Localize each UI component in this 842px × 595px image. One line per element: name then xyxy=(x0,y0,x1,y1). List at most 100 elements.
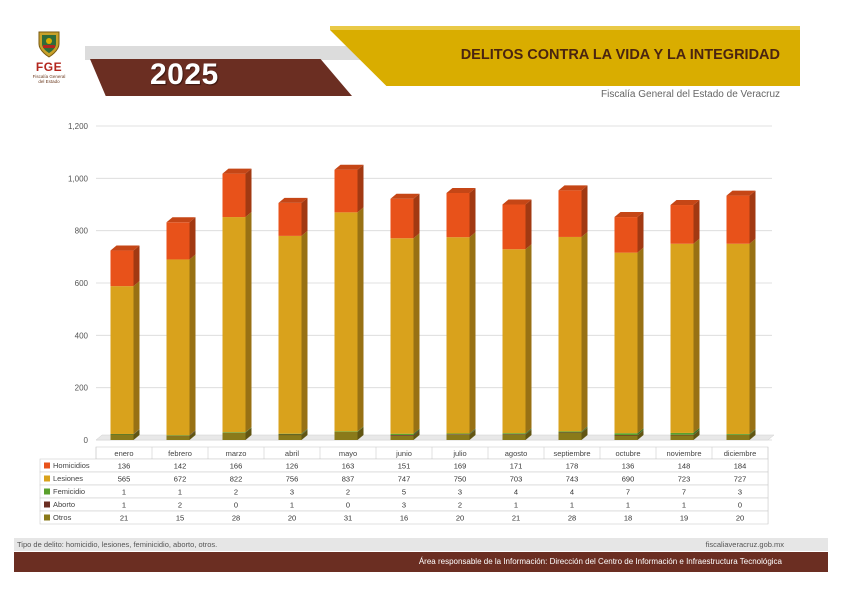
x-tick-label: noviembre xyxy=(666,449,701,458)
data-label: 28 xyxy=(568,514,576,523)
bar-segment xyxy=(614,217,638,253)
bar-segment xyxy=(558,432,582,440)
data-label: 1 xyxy=(682,501,686,510)
data-label: 756 xyxy=(286,475,299,484)
year-banner xyxy=(90,59,352,96)
bar-segment-side xyxy=(301,429,308,440)
bar-segment xyxy=(446,237,470,434)
data-label: 3 xyxy=(290,488,294,497)
bar-top xyxy=(278,197,308,203)
data-label: 136 xyxy=(118,462,131,471)
bar-segment xyxy=(278,202,302,236)
bar-segment-side xyxy=(357,426,364,440)
x-tick-label: diciembre xyxy=(724,449,757,458)
bar-segment xyxy=(278,235,302,434)
bar-top xyxy=(446,187,476,193)
bar-top xyxy=(334,164,364,170)
bar-segment xyxy=(614,435,638,436)
data-label: 2 xyxy=(178,501,182,510)
data-label: 4 xyxy=(570,488,574,497)
data-label: 142 xyxy=(174,462,187,471)
page-subtitle: Fiscalía General del Estado de Veracruz xyxy=(601,89,780,100)
y-tick-label: 400 xyxy=(75,331,89,340)
bar-segment xyxy=(278,434,302,436)
bar-segment-side xyxy=(749,238,756,434)
bar-segment-side xyxy=(469,429,476,440)
bar-segment xyxy=(614,435,638,440)
footer-website[interactable]: fiscaliaveracruz.gob.mx xyxy=(705,540,784,549)
data-label: 0 xyxy=(234,501,238,510)
data-label: 20 xyxy=(288,514,296,523)
data-label: 136 xyxy=(622,462,635,471)
bar-segment xyxy=(278,434,302,440)
x-tick-label: septiembre xyxy=(553,449,590,458)
bar-segment-side xyxy=(469,429,476,435)
bar-segment-side xyxy=(413,428,420,436)
data-label: 723 xyxy=(678,475,691,484)
data-label: 3 xyxy=(738,488,742,497)
x-tick-label: febrero xyxy=(168,449,192,458)
data-label: 750 xyxy=(454,475,467,484)
bar-segment-side xyxy=(133,429,140,440)
bar-segment xyxy=(222,432,246,433)
bar-segment-side xyxy=(693,427,700,435)
bar-segment xyxy=(670,243,694,433)
data-label: 171 xyxy=(510,462,523,471)
bar-segment-side xyxy=(525,199,532,250)
bar-segment-side xyxy=(357,426,364,432)
y-tick-label: 200 xyxy=(75,384,89,393)
header-grey-stripe xyxy=(85,46,385,60)
bar-segment-side xyxy=(469,232,476,434)
table-row xyxy=(39,510,769,525)
bar-segment-side xyxy=(413,193,420,239)
bar-segment-side xyxy=(245,427,252,440)
bar-segment-side xyxy=(637,430,644,436)
bar-segment-side xyxy=(581,427,588,440)
bar-segment xyxy=(670,432,694,435)
bar-top xyxy=(390,193,420,199)
x-tick-label: enero xyxy=(114,449,133,458)
data-label: 21 xyxy=(120,514,128,523)
data-label: 19 xyxy=(680,514,688,523)
bar-segment-side xyxy=(693,429,700,436)
data-label: 690 xyxy=(622,475,635,484)
bar-segment xyxy=(390,433,414,436)
legend-swatch xyxy=(44,501,50,508)
bar-segment-side xyxy=(637,247,644,434)
data-label: 7 xyxy=(626,488,630,497)
bar-segment-side xyxy=(301,230,308,434)
bar-segment xyxy=(166,259,190,436)
bar-segment-side xyxy=(301,428,308,435)
bar-segment-side xyxy=(301,429,308,435)
data-label: 148 xyxy=(678,462,691,471)
page-title: DELITOS CONTRA LA VIDA Y LA INTEGRIDAD xyxy=(460,47,780,63)
footer-note: Tipo de delito: homicidio, lesiones, fem… xyxy=(17,540,218,549)
legend-swatch xyxy=(44,462,50,469)
data-label: 166 xyxy=(230,462,243,471)
data-label: 28 xyxy=(232,514,240,523)
bar-top xyxy=(166,217,196,223)
bar-segment-side xyxy=(189,430,196,437)
bar-segment xyxy=(110,434,134,440)
data-label: 3 xyxy=(458,488,462,497)
bar-segment xyxy=(670,434,694,436)
bar-segment xyxy=(278,433,302,435)
bar-segment xyxy=(110,433,134,435)
bar-segment xyxy=(502,434,526,435)
bar-segment xyxy=(726,243,750,434)
bar-segment-side xyxy=(525,244,532,434)
bar-segment xyxy=(614,433,638,436)
bar-segment xyxy=(334,431,358,440)
legend-swatch xyxy=(44,514,50,521)
data-label: 2 xyxy=(234,488,238,497)
data-label: 747 xyxy=(398,475,411,484)
bar-segment-side xyxy=(693,200,700,244)
bar-segment xyxy=(390,238,414,434)
logo-subtitle: Fiscalía General del Estado xyxy=(32,74,66,84)
bar-segment xyxy=(502,433,526,435)
data-label: 727 xyxy=(734,475,747,484)
data-label: 20 xyxy=(736,514,744,523)
bar-segment-side xyxy=(693,430,700,440)
bar-segment-side xyxy=(357,207,364,432)
